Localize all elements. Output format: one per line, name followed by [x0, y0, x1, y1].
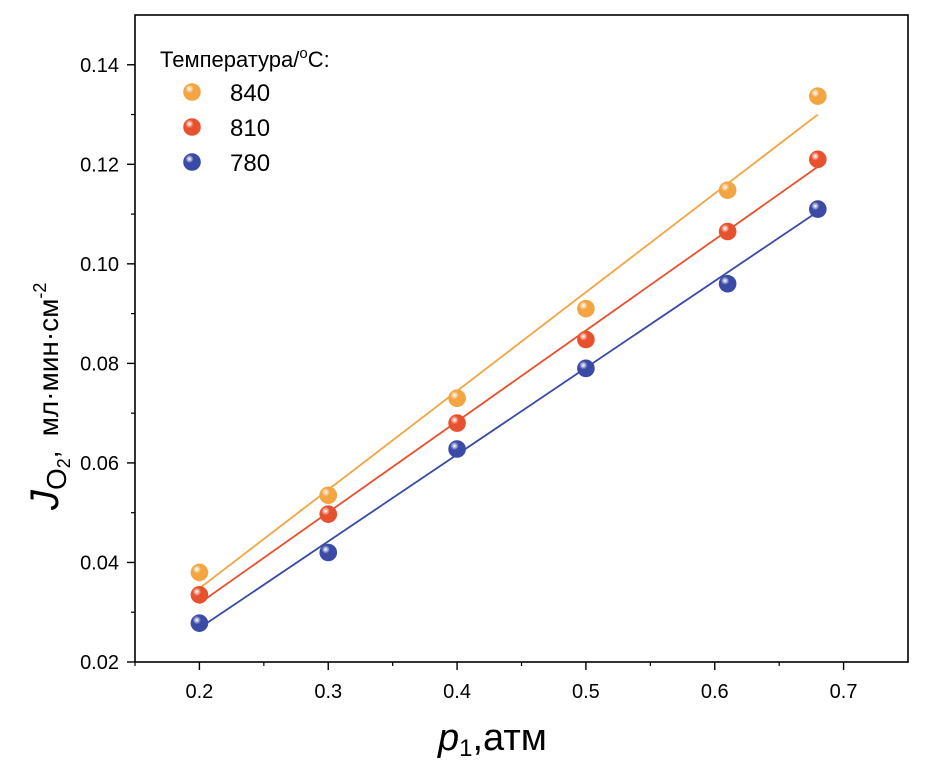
data-point-810: [809, 150, 827, 169]
data-point-810: [718, 222, 737, 241]
x-tick-label: 0.3: [314, 681, 342, 703]
y-axis-title: JO2,мл·мин·см-2: [23, 283, 74, 511]
fit-line-810: [198, 166, 819, 605]
data-point-810: [577, 330, 595, 349]
y-tick-label: 0.12: [80, 154, 119, 176]
data-point-840: [718, 181, 737, 199]
data-point-840: [577, 299, 595, 318]
plot-frame: [134, 14, 909, 663]
x-tick-label: 0.7: [830, 681, 858, 703]
x-tick-label: 0.6: [701, 681, 729, 703]
y-tick-label: 0.14: [80, 55, 119, 77]
legend-marker-810: [183, 118, 201, 136]
data-point-840: [319, 486, 338, 505]
y-axis-title-text: JO2,мл·мин·см-2: [23, 283, 74, 511]
data-point-810: [319, 505, 338, 523]
data-point-810: [190, 586, 209, 604]
fit-line-840: [198, 113, 819, 590]
y-tick-label: 0.02: [80, 652, 119, 674]
data-point-780: [577, 359, 595, 378]
legend-marker-840: [183, 83, 201, 101]
y-tick-label: 0.08: [80, 353, 119, 375]
data-point-780: [718, 274, 737, 293]
x-tick-label: 0.5: [572, 681, 600, 703]
y-tick-label: 0.10: [80, 254, 119, 276]
y-tick-label: 0.04: [80, 552, 119, 574]
x-tick-label: 0.4: [443, 681, 471, 703]
data-point-780: [809, 200, 827, 218]
x-axis-title: p1,атм: [437, 717, 547, 762]
data-point-780: [319, 543, 338, 562]
x-tick-label: 0.2: [186, 681, 214, 703]
legend-title: Температура/oC:: [160, 45, 330, 72]
legend-label-810: 810: [230, 115, 270, 142]
legend-label-780: 780: [230, 150, 270, 177]
fit-line-780: [198, 210, 819, 629]
data-point-840: [190, 563, 209, 582]
y-tick-label: 0.06: [80, 453, 119, 475]
data-point-840: [448, 389, 466, 408]
data-point-780: [448, 440, 466, 458]
data-point-780: [190, 614, 209, 632]
data-point-840: [809, 87, 827, 105]
data-point-810: [448, 414, 466, 432]
legend-label-840: 840: [230, 80, 270, 107]
legend-marker-780: [183, 153, 201, 171]
